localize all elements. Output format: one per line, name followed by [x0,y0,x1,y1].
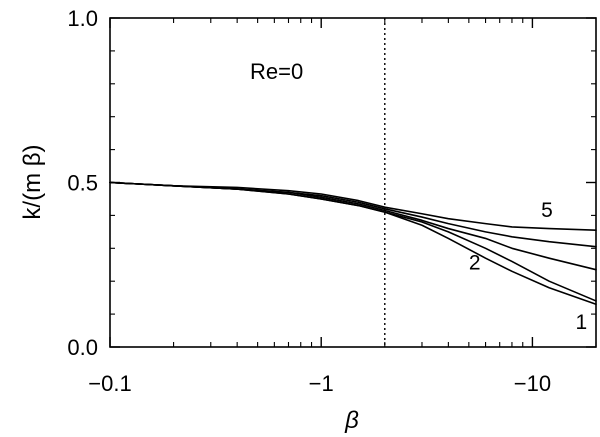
y-tick-label: 0.0 [67,335,98,360]
y-axis-ticks: 0.0 0.5 1.0 [67,6,596,360]
y-tick-label: 1.0 [67,6,98,31]
curve-label-2: 2 [469,252,481,275]
series-line-4 [109,181,597,248]
x-tick-label: −1 [309,371,334,396]
curve-label-1: 1 [576,311,588,334]
series-line-3 [109,181,597,271]
y-axis-minor-ticks [110,17,596,315]
x-axis-label: β [344,407,359,434]
series-layer [109,18,597,347]
curve-label-layer: 5 2 1 [469,199,587,334]
series-line-5 [109,181,597,232]
x-axis-ticks: −0.1 −1 −10 [88,18,551,396]
chart-annotation: Re=0 [250,59,303,84]
x-tick-label: −0.1 [88,371,131,396]
plot-frame [109,17,597,348]
y-tick-label: 0.5 [67,171,98,196]
x-axis-minor-ticks [173,18,597,347]
curve-label-5: 5 [541,199,553,222]
x-tick-label: −10 [514,371,551,396]
y-axis-label: k/(m β) [19,144,46,219]
